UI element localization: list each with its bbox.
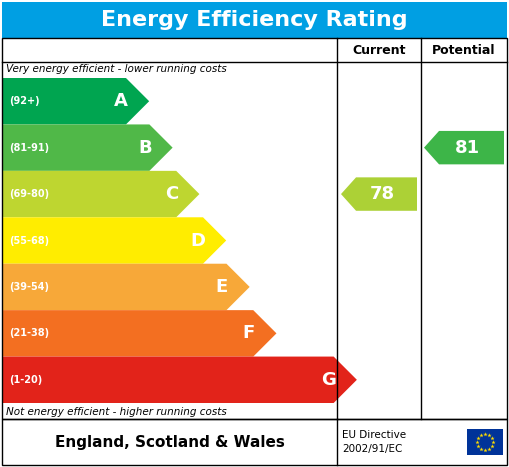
Bar [467,429,503,455]
Bar [2,38,507,419]
Polygon shape [424,131,504,164]
Text: G: G [322,371,336,389]
Bar [2,2,507,38]
Polygon shape [341,177,417,211]
Text: England, Scotland & Wales: England, Scotland & Wales [54,434,285,450]
Bar [2,419,507,465]
Polygon shape [2,357,357,403]
Text: (1-20): (1-20) [9,375,42,385]
Text: 78: 78 [370,185,394,203]
Text: (69-80): (69-80) [9,189,49,199]
Text: C: C [165,185,178,203]
Text: E: E [216,278,228,296]
Text: B: B [138,139,152,156]
Polygon shape [2,171,200,217]
Text: (55-68): (55-68) [9,235,49,246]
Polygon shape [2,217,226,264]
Text: (81-91): (81-91) [9,142,49,153]
Text: Potential: Potential [432,43,496,57]
Text: Energy Efficiency Rating: Energy Efficiency Rating [101,10,408,30]
Polygon shape [2,78,149,124]
Text: A: A [115,92,128,110]
Polygon shape [2,264,249,310]
Text: F: F [242,325,254,342]
Text: Current: Current [352,43,406,57]
Text: Very energy efficient - lower running costs: Very energy efficient - lower running co… [6,64,227,74]
Text: Not energy efficient - higher running costs: Not energy efficient - higher running co… [6,407,227,417]
Text: EU Directive
2002/91/EC: EU Directive 2002/91/EC [342,431,406,453]
Polygon shape [2,310,276,357]
Text: D: D [191,232,206,249]
Text: 81: 81 [455,139,479,156]
Text: (21-38): (21-38) [9,328,49,339]
Text: (92+): (92+) [9,96,40,106]
Text: (39-54): (39-54) [9,282,49,292]
Polygon shape [2,124,173,171]
